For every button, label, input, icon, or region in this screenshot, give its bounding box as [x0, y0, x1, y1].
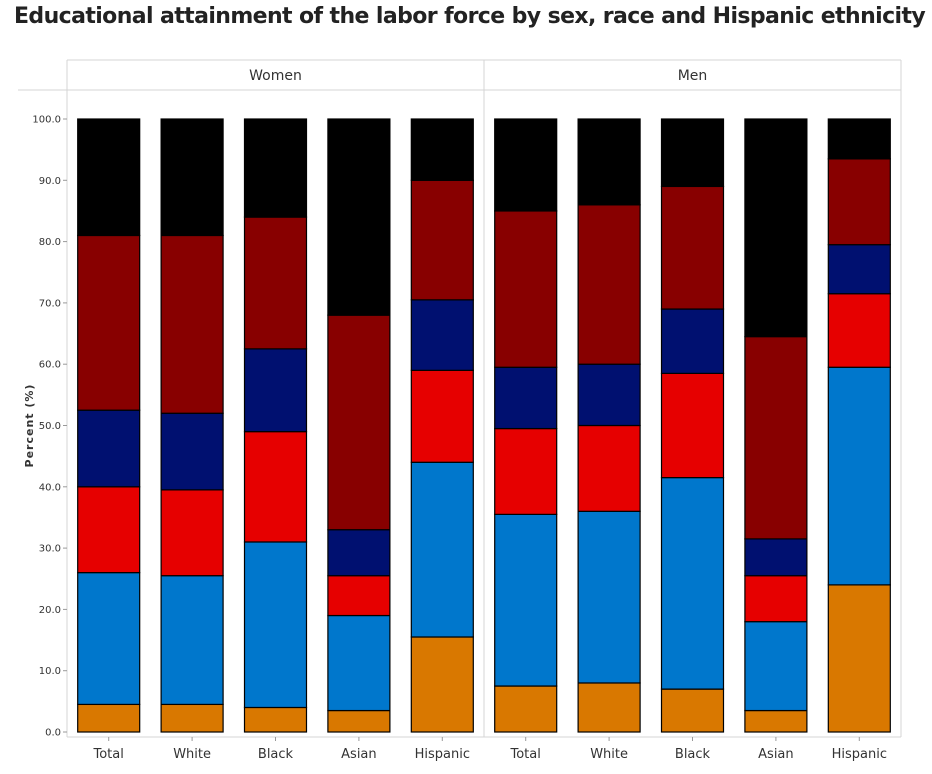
- y-tick-label: 40.0: [39, 482, 61, 493]
- bar-segment-women-asian-2: [327, 614, 391, 712]
- bar-segment-women-white-4: [160, 412, 224, 491]
- bar-segment-men-asian-5: [744, 336, 808, 540]
- bar-segment-women-black-5: [243, 216, 308, 350]
- y-tick-label: 60.0: [39, 360, 61, 371]
- y-tick-label: 70.0: [39, 298, 61, 309]
- bar-segment-women-black-1: [243, 706, 308, 733]
- bar-segment-men-hispanic-4: [827, 244, 891, 295]
- x-tick-label-men-black: Black: [675, 747, 711, 762]
- panel-header-women: Women: [249, 68, 302, 84]
- chart-title: Educational attainment of the labor forc…: [14, 4, 926, 29]
- bar-segment-women-asian-1: [327, 709, 391, 733]
- x-tick-label-men-white: White: [590, 747, 628, 762]
- bar-segment-men-black-2: [660, 477, 725, 690]
- x-tick-label-women-hispanic: Hispanic: [415, 747, 470, 762]
- bar-segment-men-total-5: [494, 210, 558, 368]
- x-tick-label-women-black: Black: [258, 747, 294, 762]
- bar-segment-men-black-1: [660, 688, 725, 733]
- y-axis-title: Percent (%): [23, 384, 36, 468]
- x-tick-label-men-hispanic: Hispanic: [832, 747, 887, 762]
- bar-segment-women-total-2: [77, 572, 141, 706]
- bar-segment-women-hispanic-6: [410, 118, 474, 181]
- bar-segment-women-hispanic-2: [410, 461, 474, 638]
- bar-segment-women-total-4: [77, 409, 141, 488]
- panel-header-men: Men: [678, 68, 708, 84]
- bar-segment-men-hispanic-6: [827, 118, 891, 160]
- y-tick-label: 100.0: [32, 115, 61, 126]
- bar-segment-men-total-1: [494, 685, 558, 733]
- bar-segment-women-white-1: [160, 703, 224, 733]
- bar-segment-men-hispanic-1: [827, 584, 891, 733]
- bar-segment-women-hispanic-5: [410, 179, 474, 301]
- bar-segment-men-total-2: [494, 513, 558, 687]
- bar-segment-men-white-5: [577, 204, 641, 365]
- x-tick-label-men-total: Total: [510, 747, 541, 762]
- bar-segment-men-black-6: [660, 118, 725, 188]
- bar-segment-men-white-1: [577, 682, 641, 733]
- bar-segment-men-hispanic-5: [827, 158, 891, 246]
- bar-segment-women-black-3: [243, 431, 308, 543]
- bar-segment-men-asian-1: [744, 709, 808, 733]
- bar-segment-women-hispanic-1: [410, 636, 474, 733]
- bar-segment-men-total-4: [494, 366, 558, 430]
- y-tick-label: 80.0: [39, 237, 61, 248]
- x-tick-label-women-total: Total: [93, 747, 124, 762]
- bar-segment-women-total-1: [77, 703, 141, 733]
- bar-segment-women-asian-3: [327, 575, 391, 617]
- y-tick-label: 50.0: [39, 421, 61, 432]
- bar-segment-women-white-5: [160, 234, 224, 414]
- x-tick-label-women-asian: Asian: [341, 747, 376, 762]
- bar-segment-women-white-3: [160, 489, 224, 577]
- y-tick-label: 90.0: [39, 176, 61, 187]
- bar-segment-women-black-2: [243, 541, 308, 709]
- bar-segment-men-total-3: [494, 427, 558, 515]
- bar-segment-men-white-3: [577, 424, 641, 512]
- bar-segment-women-white-2: [160, 575, 224, 706]
- bar-segment-men-hispanic-3: [827, 293, 891, 368]
- bar-segment-men-white-4: [577, 363, 641, 427]
- bar-segment-women-total-3: [77, 486, 141, 574]
- bar-segment-men-white-6: [577, 118, 641, 206]
- bar-segment-women-black-6: [243, 118, 308, 218]
- bar-segment-men-asian-3: [744, 575, 808, 623]
- bar-segment-women-total-6: [77, 118, 141, 237]
- bar-segment-women-white-6: [160, 118, 224, 237]
- bar-segment-men-white-2: [577, 510, 641, 684]
- y-tick-label: 0.0: [45, 728, 61, 739]
- y-tick-label: 20.0: [39, 605, 61, 616]
- bar-segment-men-black-5: [660, 185, 725, 310]
- bar-segment-women-black-4: [243, 348, 308, 433]
- x-tick-label-women-white: White: [173, 747, 211, 762]
- bar-segment-women-asian-4: [327, 529, 391, 577]
- bar-segment-men-hispanic-2: [827, 366, 891, 586]
- bar-segment-women-total-5: [77, 234, 141, 411]
- bar-segment-women-hispanic-4: [410, 299, 474, 371]
- bar-segment-men-asian-2: [744, 621, 808, 712]
- bar-segment-women-asian-6: [327, 118, 391, 316]
- y-tick-label: 10.0: [39, 666, 61, 677]
- bar-segment-men-asian-4: [744, 538, 808, 577]
- bar-segment-women-hispanic-3: [410, 369, 474, 463]
- bar-segment-women-asian-5: [327, 314, 391, 531]
- bar-segment-men-total-6: [494, 118, 558, 212]
- y-tick-label: 30.0: [39, 544, 61, 555]
- bar-segment-men-black-4: [660, 308, 725, 374]
- x-tick-label-men-asian: Asian: [758, 747, 793, 762]
- bar-segment-men-black-3: [660, 372, 725, 479]
- bar-segment-men-asian-6: [744, 118, 808, 338]
